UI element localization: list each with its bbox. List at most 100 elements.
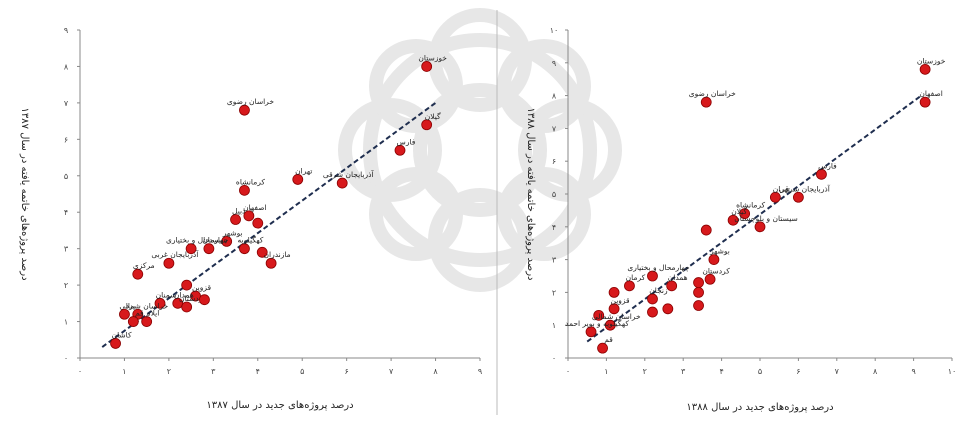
point-label: کردستان	[179, 294, 207, 303]
data-point	[132, 268, 144, 280]
y-tick-label: ۷	[552, 124, 557, 133]
point-label: کرمانشاه	[736, 201, 765, 210]
data-point	[700, 224, 712, 236]
data-point	[647, 306, 658, 318]
data-point	[608, 286, 620, 298]
y-axis-title: درصد پروژه‌های خاتمه یافته در سال ۱۳۸۸	[525, 107, 536, 280]
x-tick-label: ۱۰	[948, 367, 957, 376]
point-label: مرکزی	[133, 261, 155, 270]
point-label: کرمان	[626, 273, 646, 282]
data-point	[181, 301, 193, 313]
y-tick-label: ۰	[552, 354, 556, 363]
point-label: چهارمحال و بختیاری	[627, 263, 690, 272]
point-label: فارس	[818, 161, 837, 170]
x-tick-label: ۵	[300, 367, 304, 376]
point-label: اردبیل	[232, 207, 251, 216]
x-tick-label: ۳	[681, 367, 686, 376]
y-tick-label: ۳	[64, 245, 69, 254]
data-point	[221, 235, 233, 247]
y-tick-label: ۶	[552, 157, 556, 166]
data-point	[203, 243, 215, 255]
point-label: خوزستان	[418, 53, 447, 62]
x-tick-label: ۲	[643, 367, 647, 376]
x-tick-label: ۹	[478, 367, 482, 376]
point-label: ایلام	[146, 309, 159, 318]
point-label: همدان	[668, 273, 688, 282]
data-point	[919, 63, 931, 75]
point-label: قزوین	[611, 296, 631, 305]
point-label: آذربایجان غربی	[151, 249, 199, 259]
data-point	[239, 243, 250, 255]
x-tick-label: ۵	[758, 367, 762, 376]
point-label: اصفهان	[919, 89, 943, 98]
x-tick-label: ۹	[911, 367, 915, 376]
data-point	[754, 221, 766, 233]
data-point	[604, 319, 616, 331]
point-label: کهگیلویه و بویر احمد	[565, 319, 629, 328]
point-label: همدان	[174, 290, 194, 299]
point-label: زنجان	[649, 286, 668, 295]
data-point	[185, 243, 197, 255]
x-tick-label: ۶	[345, 367, 349, 376]
data-point	[239, 184, 250, 196]
data-point	[230, 214, 241, 225]
point-label: اصفهان	[243, 203, 267, 212]
data-point	[110, 338, 121, 349]
y-axis-title: درصد پروژه‌های خاتمه یافته در سال ۱۳۸۷	[19, 107, 30, 280]
point-label: یزد	[126, 301, 136, 310]
point-label: خراسان رضوی	[227, 97, 274, 106]
point-label: گیلان	[731, 207, 747, 216]
data-point	[421, 61, 433, 72]
data-point	[239, 104, 250, 116]
y-tick-label: ۸	[64, 62, 69, 71]
point-label: گیلان	[425, 112, 441, 121]
x-tick-label: ۷	[835, 367, 840, 376]
data-point	[662, 303, 674, 315]
y-tick-label: ۴	[552, 223, 556, 232]
point-label: خوزستان	[917, 56, 946, 65]
y-tick-label: ۶	[64, 135, 68, 144]
data-point	[593, 309, 605, 321]
point-label: سمنان	[156, 290, 177, 299]
y-tick-label: ۰	[64, 354, 68, 363]
x-tick-label: ۸	[873, 367, 878, 376]
y-tick-label: ۸	[552, 92, 557, 101]
point-label: قم	[135, 309, 144, 318]
point-label: سیستان و بلوچستان	[734, 214, 798, 223]
x-tick-label: ۳	[211, 367, 216, 376]
point-label: آذربایجان شرقی	[323, 169, 375, 179]
x-axis-title: درصد پروژه‌های جدید در سال ۱۳۸۸	[686, 402, 833, 413]
data-point	[769, 191, 781, 203]
data-point	[585, 326, 597, 338]
x-tick-label: ۴	[719, 367, 723, 376]
point-label: مازندران	[264, 250, 291, 259]
point-label: قم	[604, 335, 613, 344]
data-point	[119, 308, 130, 320]
data-point	[181, 279, 193, 291]
y-tick-label: ۹	[64, 26, 68, 35]
data-point	[647, 270, 658, 282]
data-point	[693, 300, 704, 311]
x-tick-label: ۱	[604, 367, 608, 376]
data-point	[693, 286, 704, 298]
data-point	[394, 144, 406, 156]
y-tick-label: ۲	[64, 281, 68, 290]
point-label: کهگیلویه	[237, 236, 263, 245]
point-label: چهارمحال و بختیاری	[166, 236, 229, 245]
data-point	[624, 280, 635, 292]
y-tick-label: ۵	[552, 190, 556, 199]
data-point	[727, 214, 739, 226]
y-tick-label: ۳	[552, 256, 557, 265]
data-point	[739, 208, 751, 220]
trendline	[586, 94, 922, 343]
y-tick-label: ۱	[552, 321, 556, 330]
data-point	[919, 96, 931, 108]
point-label: خراسان رضوی	[689, 89, 736, 98]
data-point	[700, 96, 712, 108]
data-point	[793, 191, 804, 203]
x-axis-title: درصد پروژه‌های جدید در سال ۱۳۸۷	[206, 400, 353, 411]
x-tick-label: ۲	[167, 367, 171, 376]
y-tick-label: ۱	[64, 318, 68, 327]
